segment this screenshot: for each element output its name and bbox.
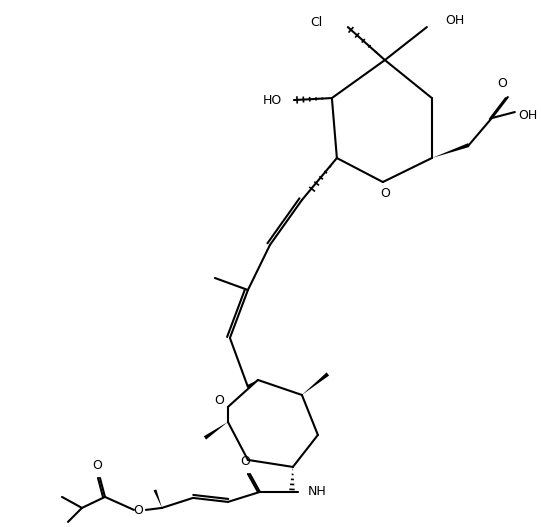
Text: O: O: [92, 459, 102, 472]
Text: HO: HO: [262, 94, 282, 106]
Text: NH: NH: [308, 485, 327, 499]
Text: O: O: [240, 455, 250, 468]
Text: OH: OH: [518, 109, 537, 122]
Polygon shape: [154, 490, 162, 508]
Polygon shape: [247, 380, 258, 388]
Text: Cl: Cl: [311, 16, 323, 28]
Text: O: O: [380, 187, 390, 200]
Text: O: O: [133, 504, 143, 518]
Text: OH: OH: [445, 14, 464, 26]
Text: O: O: [497, 77, 507, 90]
Polygon shape: [432, 143, 470, 158]
Polygon shape: [302, 373, 329, 395]
Polygon shape: [204, 422, 228, 440]
Text: O: O: [214, 394, 224, 407]
